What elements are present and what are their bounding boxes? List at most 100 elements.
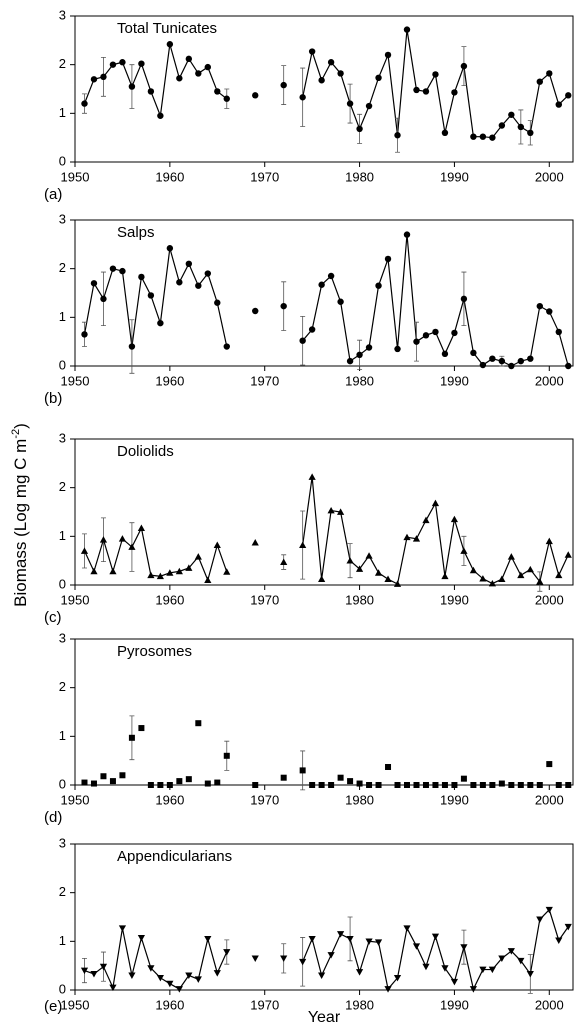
x-axis-label: Year <box>308 1009 341 1026</box>
point <box>365 552 373 559</box>
point <box>441 572 449 580</box>
point <box>318 575 326 583</box>
point <box>299 767 306 774</box>
point <box>194 553 202 560</box>
point <box>299 541 307 548</box>
point <box>100 773 107 780</box>
point <box>280 81 287 89</box>
x-tick-label: 1980 <box>345 792 374 807</box>
y-tick-label: 2 <box>59 479 66 494</box>
point <box>536 916 544 924</box>
panel-title: Total Tunicates <box>117 20 217 37</box>
point <box>109 265 117 272</box>
point <box>280 955 288 962</box>
point <box>90 971 98 978</box>
point <box>213 541 221 548</box>
point <box>545 537 553 545</box>
point <box>356 125 363 133</box>
point <box>308 936 316 943</box>
point <box>204 936 212 943</box>
point <box>109 778 116 785</box>
point <box>394 132 401 139</box>
x-tick-label: 1990 <box>440 373 469 388</box>
point <box>384 986 392 993</box>
point <box>137 524 145 531</box>
point <box>346 357 354 365</box>
y-tick-label: 3 <box>59 7 66 22</box>
panel-label: (c) <box>44 609 62 626</box>
point <box>565 362 572 370</box>
point <box>157 319 164 327</box>
x-tick-label: 1960 <box>155 169 184 184</box>
point <box>128 734 135 741</box>
x-tick-label: 1950 <box>61 792 90 807</box>
point <box>375 282 382 289</box>
point <box>156 572 164 580</box>
point <box>460 295 468 303</box>
x-tick-label: 1960 <box>155 997 184 1012</box>
point <box>195 70 202 77</box>
point <box>526 971 534 978</box>
point <box>346 557 354 564</box>
panel-label: (b) <box>44 390 62 407</box>
point <box>356 780 363 787</box>
point <box>517 357 525 365</box>
y-tick-label: 2 <box>59 56 66 71</box>
point <box>422 88 430 95</box>
point <box>441 129 449 136</box>
point <box>176 279 183 286</box>
point <box>337 298 344 305</box>
point <box>393 974 402 982</box>
point <box>536 577 544 585</box>
point <box>138 725 145 732</box>
point <box>175 986 183 993</box>
y-tick-label: 1 <box>59 105 66 120</box>
panel-title: Doliolids <box>117 443 174 460</box>
point <box>374 569 383 576</box>
point <box>119 772 126 779</box>
point <box>412 943 421 950</box>
point <box>109 984 117 992</box>
point <box>138 273 145 281</box>
point <box>318 281 325 288</box>
point <box>327 506 335 514</box>
point <box>80 967 89 975</box>
point <box>498 780 505 787</box>
point <box>90 76 98 83</box>
point <box>546 308 553 315</box>
plot-frame <box>74 638 574 786</box>
point <box>479 361 487 369</box>
point <box>403 231 411 238</box>
point <box>536 78 543 85</box>
point <box>517 123 525 131</box>
point <box>185 260 193 267</box>
point <box>166 569 174 576</box>
y-tick-label: 1 <box>59 728 66 743</box>
point <box>384 575 392 583</box>
point <box>374 939 383 946</box>
point <box>517 782 524 788</box>
point <box>470 133 477 140</box>
point <box>157 112 164 119</box>
point <box>204 780 211 787</box>
y-tick-label: 0 <box>59 357 66 372</box>
point <box>498 122 506 129</box>
point <box>195 720 202 727</box>
point <box>404 782 410 788</box>
plot-frame <box>74 219 574 367</box>
point <box>299 958 307 966</box>
panel-label: (e) <box>44 998 62 1015</box>
x-tick-label: 1950 <box>61 592 90 607</box>
point <box>100 295 107 303</box>
point <box>356 351 363 359</box>
point <box>441 965 449 972</box>
point <box>99 536 108 543</box>
point <box>508 782 515 788</box>
point <box>175 567 183 575</box>
point <box>176 778 183 785</box>
point <box>536 782 543 788</box>
point <box>308 48 316 55</box>
point <box>450 978 459 986</box>
point <box>128 543 136 550</box>
point <box>99 963 108 971</box>
